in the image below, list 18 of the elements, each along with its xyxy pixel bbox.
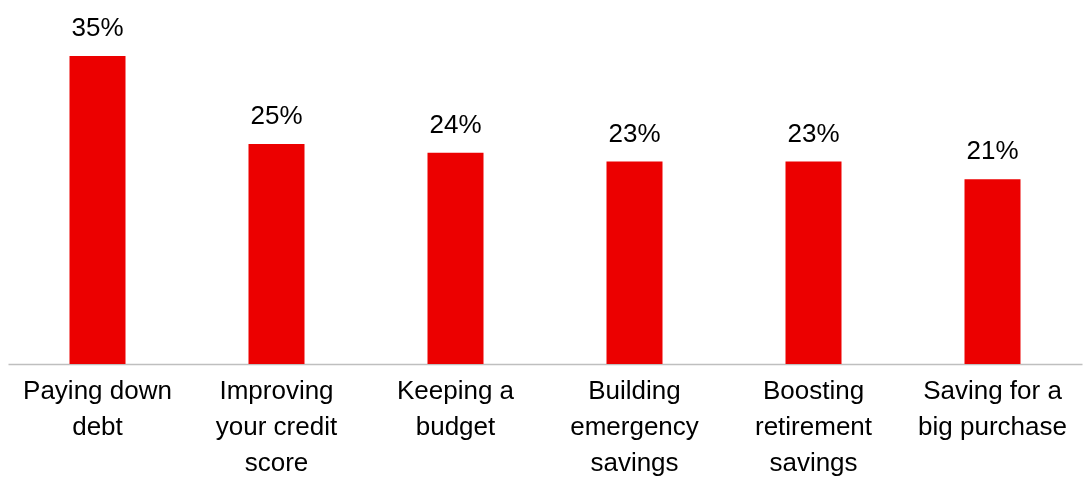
bar (69, 56, 126, 364)
data-label: 21% (966, 135, 1019, 166)
x-tick-label: Keeping a budget (396, 375, 515, 441)
bar (427, 152, 484, 364)
data-label: 35% (71, 12, 124, 42)
data-label: 25% (250, 100, 303, 130)
data-label: 23% (787, 117, 840, 148)
x-tick-label: Saving for a big purchase (918, 375, 1067, 441)
data-label: 24% (429, 108, 482, 139)
x-tick-label: Paying down debt (23, 375, 172, 441)
x-tick-label: Building emergency savings (570, 375, 699, 477)
bar (248, 144, 305, 364)
x-tick-label: Improving your credit score (215, 375, 338, 477)
bar (606, 161, 663, 364)
data-label: 23% (608, 117, 661, 148)
bar (964, 179, 1021, 364)
x-tick-label: Boosting retirement savings (754, 375, 873, 477)
bar (785, 161, 842, 364)
